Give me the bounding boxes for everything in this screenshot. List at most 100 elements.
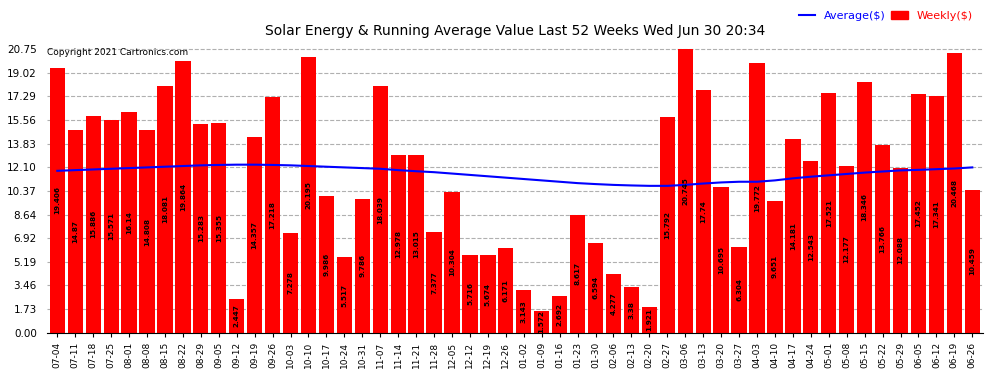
Text: 16.14: 16.14 (126, 211, 132, 234)
Text: 17.218: 17.218 (269, 201, 275, 229)
Bar (301, 57, 316, 333)
Text: 7.278: 7.278 (287, 272, 294, 294)
Text: 17.452: 17.452 (916, 200, 922, 228)
Text: 13.766: 13.766 (879, 225, 886, 253)
Bar (840, 166, 854, 333)
Title: Solar Energy & Running Average Value Last 52 Weeks Wed Jun 30 20:34: Solar Energy & Running Average Value Las… (264, 24, 765, 38)
Text: 19.864: 19.864 (180, 183, 186, 211)
Bar (211, 123, 227, 333)
Bar (248, 136, 262, 333)
Bar (911, 94, 926, 333)
Text: 20.468: 20.468 (951, 179, 957, 207)
Bar (534, 311, 549, 333)
Text: 2.692: 2.692 (556, 303, 562, 326)
Text: 18.039: 18.039 (377, 195, 383, 223)
Bar (354, 199, 370, 333)
Bar (445, 192, 459, 333)
Text: 2.447: 2.447 (234, 304, 240, 327)
Bar (875, 145, 890, 333)
Bar (50, 68, 65, 333)
Text: 13.015: 13.015 (413, 230, 419, 258)
Bar (229, 299, 245, 333)
Text: 17.341: 17.341 (934, 200, 940, 228)
Text: 6.304: 6.304 (736, 278, 742, 301)
Text: Copyright 2021 Cartronics.com: Copyright 2021 Cartronics.com (48, 48, 189, 57)
Text: 15.571: 15.571 (108, 212, 114, 240)
Legend: Average($), Weekly($): Average($), Weekly($) (794, 6, 977, 25)
Bar (964, 190, 980, 333)
Bar (732, 247, 746, 333)
Bar (516, 290, 532, 333)
Text: 6.594: 6.594 (593, 276, 599, 299)
Bar (319, 196, 334, 333)
Bar (803, 161, 819, 333)
Text: 9.651: 9.651 (772, 255, 778, 278)
Text: 7.377: 7.377 (431, 271, 437, 294)
Text: 12.177: 12.177 (843, 236, 849, 264)
Bar (714, 187, 729, 333)
Bar (85, 116, 101, 333)
Text: 1.921: 1.921 (646, 308, 652, 331)
Bar (929, 96, 944, 333)
Text: 3.38: 3.38 (629, 301, 635, 319)
Bar (157, 86, 172, 333)
Text: 6.171: 6.171 (503, 279, 509, 302)
Bar (283, 233, 298, 333)
Bar (462, 255, 477, 333)
Bar (140, 130, 154, 333)
Bar (427, 232, 442, 333)
Text: 15.355: 15.355 (216, 214, 222, 242)
Text: 19.772: 19.772 (754, 184, 760, 211)
Bar (696, 90, 711, 333)
Text: 19.406: 19.406 (54, 186, 60, 214)
Bar (391, 155, 406, 333)
Bar (498, 248, 514, 333)
Bar (193, 124, 209, 333)
Text: 14.181: 14.181 (790, 222, 796, 250)
Text: 18.081: 18.081 (162, 195, 168, 223)
Text: 17.74: 17.74 (700, 200, 706, 223)
Bar (588, 243, 603, 333)
Bar (677, 49, 693, 333)
Bar (409, 155, 424, 333)
Text: 15.283: 15.283 (198, 214, 204, 242)
Bar (122, 112, 137, 333)
Text: 14.87: 14.87 (72, 220, 78, 243)
Bar (606, 274, 621, 333)
Text: 5.517: 5.517 (342, 284, 347, 307)
Bar (659, 117, 675, 333)
Bar (372, 86, 388, 333)
Text: 14.808: 14.808 (144, 217, 150, 246)
Text: 15.792: 15.792 (664, 211, 670, 239)
Text: 10.304: 10.304 (449, 249, 455, 276)
Text: 3.143: 3.143 (521, 300, 527, 322)
Bar (749, 63, 764, 333)
Bar (785, 139, 801, 333)
Bar (857, 82, 872, 333)
Bar (767, 201, 782, 333)
Text: 5.674: 5.674 (485, 282, 491, 306)
Text: 5.716: 5.716 (467, 282, 473, 305)
Text: 17.521: 17.521 (826, 199, 832, 227)
Bar (175, 61, 190, 333)
Text: 20.745: 20.745 (682, 177, 688, 205)
Bar (642, 306, 657, 333)
Text: 10.459: 10.459 (969, 247, 975, 275)
Bar (946, 53, 962, 333)
Bar (104, 120, 119, 333)
Text: 9.786: 9.786 (359, 254, 365, 278)
Text: 4.277: 4.277 (611, 292, 617, 315)
Bar (337, 257, 352, 333)
Bar (570, 215, 585, 333)
Text: 15.886: 15.886 (90, 210, 96, 238)
Text: 12.978: 12.978 (395, 230, 401, 258)
Bar (552, 296, 567, 333)
Bar (624, 286, 639, 333)
Text: 8.617: 8.617 (574, 262, 580, 285)
Text: 10.695: 10.695 (718, 246, 724, 274)
Text: 12.543: 12.543 (808, 233, 814, 261)
Text: 20.195: 20.195 (306, 181, 312, 209)
Text: 18.346: 18.346 (861, 194, 867, 221)
Text: 14.357: 14.357 (251, 221, 257, 249)
Text: 1.572: 1.572 (539, 310, 545, 333)
